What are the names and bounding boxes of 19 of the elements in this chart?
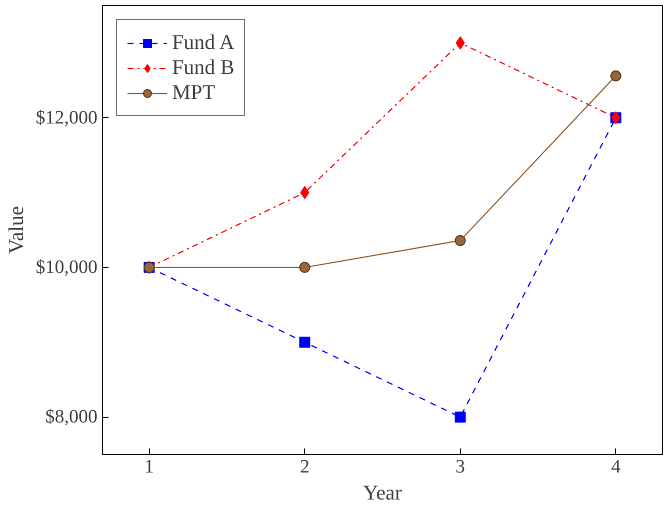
x-tick-label: 4 [611, 456, 622, 478]
point [299, 336, 310, 348]
x-tick-label: 1 [144, 456, 154, 478]
point [300, 186, 310, 200]
legend-label: MPT [172, 80, 216, 105]
y-tick-label: $8,000 [45, 406, 98, 428]
y-tick-label: $12,000 [36, 107, 98, 128]
point [454, 412, 466, 423]
y-tick-label: $10,000 [36, 256, 98, 278]
x-tick-label: 2 [300, 456, 310, 478]
point [299, 262, 310, 273]
point [454, 234, 466, 246]
legend-label: Fund B [172, 55, 234, 80]
point [456, 36, 465, 50]
point [610, 70, 622, 82]
x-axis-title: Year [363, 480, 402, 504]
legend-label: Fund A [172, 30, 234, 55]
x-tick-label: 3 [456, 456, 466, 478]
y-axis-title: Value [4, 206, 28, 254]
